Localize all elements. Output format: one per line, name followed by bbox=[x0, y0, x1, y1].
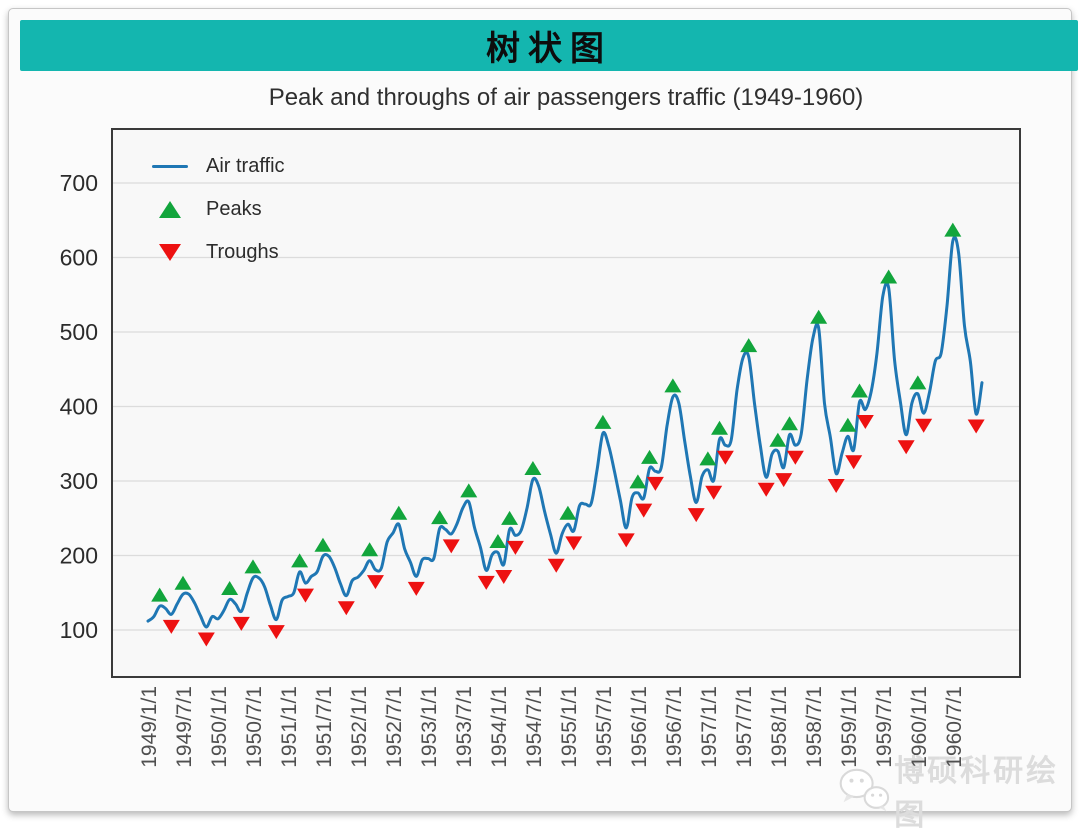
svg-text:200: 200 bbox=[60, 543, 98, 569]
svg-text:1958/1/1: 1958/1/1 bbox=[768, 686, 791, 768]
svg-text:1958/7/1: 1958/7/1 bbox=[803, 686, 826, 768]
legend: Air traffic Peaks Troughs bbox=[150, 151, 285, 280]
svg-text:1960/1/1: 1960/1/1 bbox=[908, 686, 931, 768]
svg-text:1954/7/1: 1954/7/1 bbox=[523, 686, 546, 768]
svg-text:1955/7/1: 1955/7/1 bbox=[593, 686, 616, 768]
svg-text:1959/1/1: 1959/1/1 bbox=[838, 686, 861, 768]
svg-text:1949/1/1: 1949/1/1 bbox=[138, 686, 161, 768]
svg-text:1950/1/1: 1950/1/1 bbox=[208, 686, 231, 768]
banner-title: 树状图 bbox=[486, 29, 612, 69]
legend-item-air-traffic: Air traffic bbox=[150, 151, 285, 181]
svg-text:1957/7/1: 1957/7/1 bbox=[733, 686, 756, 768]
legend-item-troughs: Troughs bbox=[150, 237, 285, 267]
legend-item-peaks: Peaks bbox=[150, 194, 285, 224]
line-swatch-icon bbox=[150, 164, 190, 168]
svg-text:1952/1/1: 1952/1/1 bbox=[348, 686, 371, 768]
banner: 树状图 bbox=[20, 20, 1078, 71]
svg-text:1949/7/1: 1949/7/1 bbox=[173, 686, 196, 768]
svg-text:100: 100 bbox=[60, 617, 98, 643]
svg-text:1951/1/1: 1951/1/1 bbox=[278, 686, 301, 768]
svg-text:1951/7/1: 1951/7/1 bbox=[313, 686, 336, 768]
peak-triangle-icon bbox=[150, 200, 190, 218]
svg-text:1959/7/1: 1959/7/1 bbox=[873, 686, 896, 768]
svg-text:1950/7/1: 1950/7/1 bbox=[243, 686, 266, 768]
svg-text:1956/1/1: 1956/1/1 bbox=[628, 686, 651, 768]
legend-label-troughs: Troughs bbox=[206, 240, 279, 263]
svg-text:300: 300 bbox=[60, 468, 98, 494]
chart-title: Peak and throughs of air passengers traf… bbox=[268, 84, 864, 111]
svg-text:400: 400 bbox=[60, 394, 98, 420]
trough-triangle-icon bbox=[150, 243, 190, 261]
svg-text:1955/1/1: 1955/1/1 bbox=[558, 686, 581, 768]
svg-text:1953/7/1: 1953/7/1 bbox=[453, 686, 476, 768]
legend-label-peaks: Peaks bbox=[206, 197, 262, 220]
svg-text:600: 600 bbox=[60, 245, 98, 271]
svg-text:1957/1/1: 1957/1/1 bbox=[698, 686, 721, 768]
svg-text:1953/1/1: 1953/1/1 bbox=[418, 686, 441, 768]
svg-text:1956/7/1: 1956/7/1 bbox=[663, 686, 686, 768]
svg-text:1954/1/1: 1954/1/1 bbox=[488, 686, 511, 768]
svg-text:1960/7/1: 1960/7/1 bbox=[943, 686, 966, 768]
legend-label-air-traffic: Air traffic bbox=[206, 154, 285, 177]
svg-text:1952/7/1: 1952/7/1 bbox=[383, 686, 406, 768]
svg-text:700: 700 bbox=[60, 170, 98, 196]
wechat-icon bbox=[839, 768, 890, 812]
svg-text:500: 500 bbox=[60, 319, 98, 345]
